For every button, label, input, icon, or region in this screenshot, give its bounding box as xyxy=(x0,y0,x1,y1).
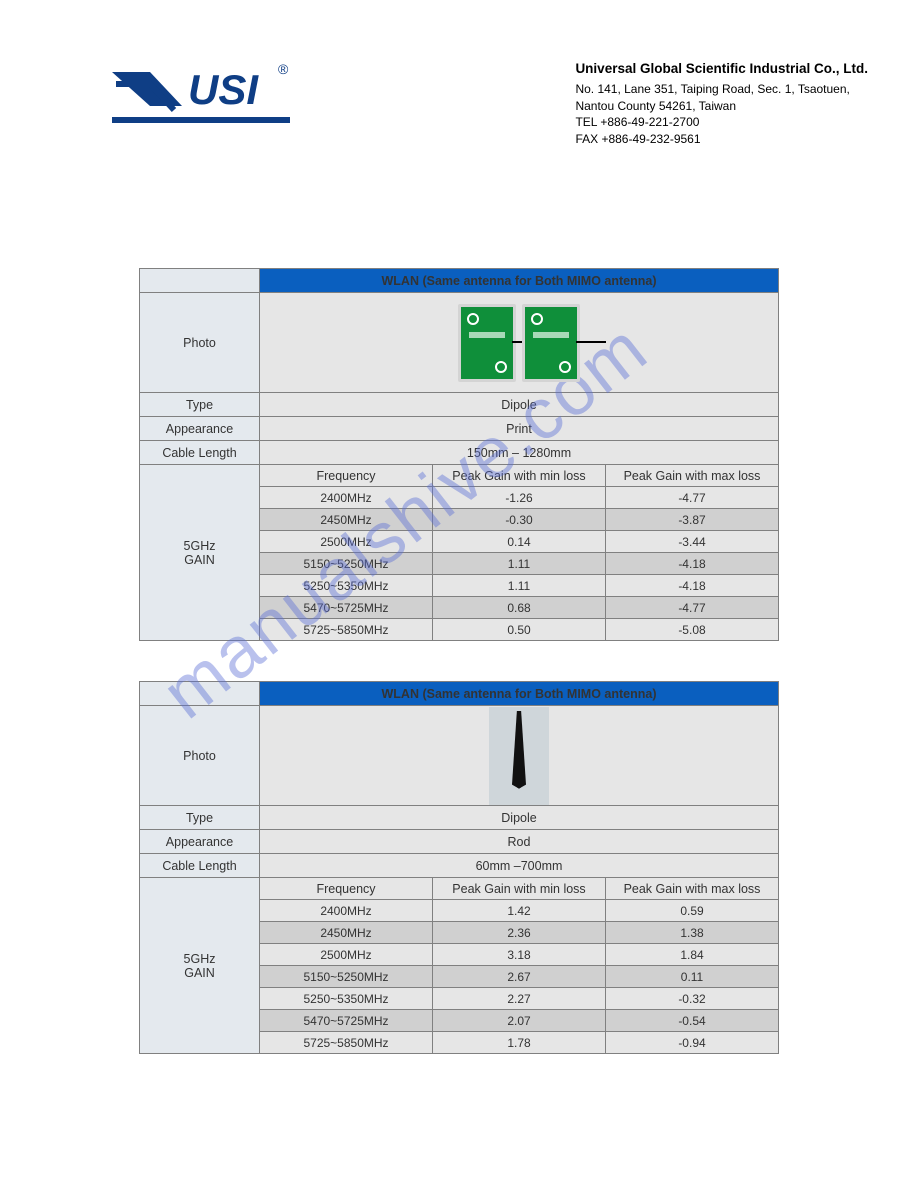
freq-cell: 5150~5250MHz xyxy=(260,966,433,988)
max-cell: -4.77 xyxy=(606,597,779,619)
freq-cell: 5470~5725MHz xyxy=(260,597,433,619)
min-cell: 2.27 xyxy=(433,988,606,1010)
max-cell: -3.87 xyxy=(606,509,779,531)
appearance-label: Appearance xyxy=(140,830,260,854)
table-header-row: WLAN (Same antenna for Both MIMO antenna… xyxy=(140,682,779,706)
freq-cell: 5725~5850MHz xyxy=(260,619,433,641)
gain-label: 5GHz GAIN xyxy=(140,878,260,1054)
photo-row: Photo xyxy=(140,293,779,393)
antenna-print-back-icon xyxy=(522,304,580,382)
type-value: Dipole xyxy=(260,393,779,417)
type-label: Type xyxy=(140,806,260,830)
appearance-row: Appearance Rod xyxy=(140,830,779,854)
subheader-row: 5GHz GAIN Frequency Peak Gain with min l… xyxy=(140,878,779,900)
min-cell: 2.07 xyxy=(433,1010,606,1032)
subheader-row: 5GHz GAIN Frequency Peak Gain with min l… xyxy=(140,465,779,487)
max-cell: 0.59 xyxy=(606,900,779,922)
min-cell: -1.26 xyxy=(433,487,606,509)
company-name: Universal Global Scientific Industrial C… xyxy=(575,60,868,79)
max-cell: -3.44 xyxy=(606,531,779,553)
min-cell: 3.18 xyxy=(433,944,606,966)
appearance-row: Appearance Print xyxy=(140,417,779,441)
freq-cell: 2450MHz xyxy=(260,922,433,944)
table-title: WLAN (Same antenna for Both MIMO antenna… xyxy=(260,269,779,293)
cable-label: Cable Length xyxy=(140,441,260,465)
subheader-min-loss: Peak Gain with min loss xyxy=(433,465,606,487)
min-cell: 1.42 xyxy=(433,900,606,922)
min-cell: 1.11 xyxy=(433,553,606,575)
freq-cell: 2500MHz xyxy=(260,531,433,553)
min-cell: 2.36 xyxy=(433,922,606,944)
type-value: Dipole xyxy=(260,806,779,830)
cable-row: Cable Length 60mm –700mm xyxy=(140,854,779,878)
min-cell: 0.14 xyxy=(433,531,606,553)
photo-cell xyxy=(260,706,779,806)
freq-cell: 5725~5850MHz xyxy=(260,1032,433,1054)
min-cell: 0.68 xyxy=(433,597,606,619)
max-cell: -5.08 xyxy=(606,619,779,641)
max-cell: -0.32 xyxy=(606,988,779,1010)
company-address-line2: Nantou County 54261, Taiwan xyxy=(575,98,868,115)
appearance-label: Appearance xyxy=(140,417,260,441)
freq-cell: 2400MHz xyxy=(260,900,433,922)
company-address-line1: No. 141, Lane 351, Taiping Road, Sec. 1,… xyxy=(575,81,868,98)
freq-cell: 2400MHz xyxy=(260,487,433,509)
freq-cell: 5470~5725MHz xyxy=(260,1010,433,1032)
min-cell: 1.78 xyxy=(433,1032,606,1054)
max-cell: 1.84 xyxy=(606,944,779,966)
antenna-table-1: WLAN (Same antenna for Both MIMO antenna… xyxy=(139,268,779,641)
gain-label: 5GHz GAIN xyxy=(140,465,260,641)
subheader-max-loss: Peak Gain with max loss xyxy=(606,878,779,900)
max-cell: -4.18 xyxy=(606,553,779,575)
trademark-icon: ® xyxy=(278,61,289,77)
company-info: Universal Global Scientific Industrial C… xyxy=(575,60,868,148)
company-fax: FAX +886-49-232-9561 xyxy=(575,131,868,148)
max-cell: -4.18 xyxy=(606,575,779,597)
subheader-max-loss: Peak Gain with max loss xyxy=(606,465,779,487)
logo: USI ® xyxy=(50,60,290,130)
max-cell: -4.77 xyxy=(606,487,779,509)
page: USI ® Universal Global Scientific Indust… xyxy=(0,0,918,1154)
header-blank xyxy=(140,269,260,293)
document-header: USI ® Universal Global Scientific Indust… xyxy=(50,60,868,148)
type-row: Type Dipole xyxy=(140,806,779,830)
max-cell: -0.94 xyxy=(606,1032,779,1054)
photo-label: Photo xyxy=(140,706,260,806)
antenna-rod-icon xyxy=(489,707,549,805)
cable-row: Cable Length 150mm – 1280mm xyxy=(140,441,779,465)
freq-cell: 2500MHz xyxy=(260,944,433,966)
cable-label: Cable Length xyxy=(140,854,260,878)
max-cell: -0.54 xyxy=(606,1010,779,1032)
cable-value: 150mm – 1280mm xyxy=(260,441,779,465)
antenna-table-2: WLAN (Same antenna for Both MIMO antenna… xyxy=(139,681,779,1054)
company-tel: TEL +886-49-221-2700 xyxy=(575,114,868,131)
freq-cell: 5250~5350MHz xyxy=(260,575,433,597)
table-header-row: WLAN (Same antenna for Both MIMO antenna… xyxy=(140,269,779,293)
subheader-min-loss: Peak Gain with min loss xyxy=(433,878,606,900)
freq-cell: 2450MHz xyxy=(260,509,433,531)
type-row: Type Dipole xyxy=(140,393,779,417)
appearance-value: Rod xyxy=(260,830,779,854)
type-label: Type xyxy=(140,393,260,417)
subheader-frequency: Frequency xyxy=(260,878,433,900)
freq-cell: 5250~5350MHz xyxy=(260,988,433,1010)
photo-label: Photo xyxy=(140,293,260,393)
header-blank xyxy=(140,682,260,706)
cable-value: 60mm –700mm xyxy=(260,854,779,878)
max-cell: 0.11 xyxy=(606,966,779,988)
freq-cell: 5150~5250MHz xyxy=(260,553,433,575)
min-cell: -0.30 xyxy=(433,509,606,531)
appearance-value: Print xyxy=(260,417,779,441)
subheader-frequency: Frequency xyxy=(260,465,433,487)
logo-text: USI xyxy=(188,66,259,113)
photo-cell xyxy=(260,293,779,393)
min-cell: 1.11 xyxy=(433,575,606,597)
antenna-print-front-icon xyxy=(458,304,516,382)
table-title: WLAN (Same antenna for Both MIMO antenna… xyxy=(260,682,779,706)
usi-logo-icon: USI ® xyxy=(110,60,290,130)
max-cell: 1.38 xyxy=(606,922,779,944)
min-cell: 2.67 xyxy=(433,966,606,988)
min-cell: 0.50 xyxy=(433,619,606,641)
photo-row: Photo xyxy=(140,706,779,806)
